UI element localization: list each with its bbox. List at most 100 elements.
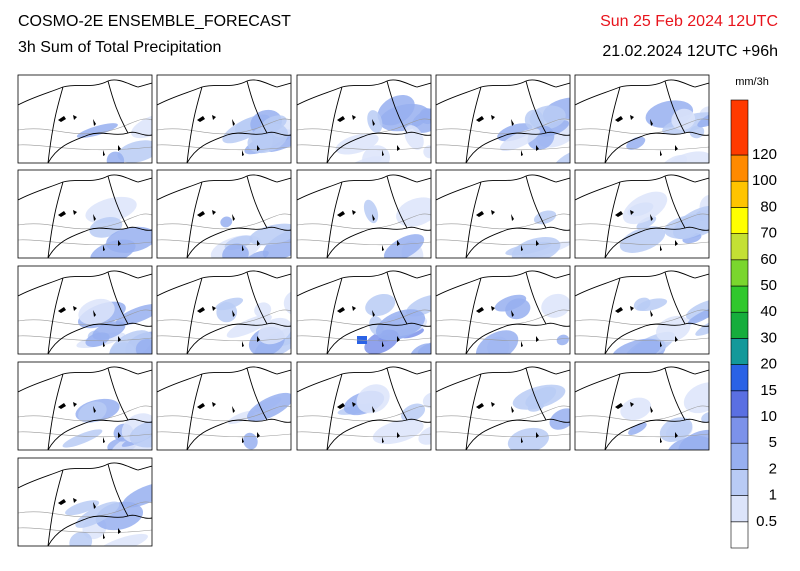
precip-area [247,123,288,154]
border [157,174,291,258]
colorbar-segment [730,521,749,549]
map-panel [296,361,432,451]
lakes [58,210,121,251]
colorbar-segment [730,99,749,156]
map-content [575,75,709,163]
map-content [297,266,431,354]
map-content [18,170,152,258]
precip-area [85,196,137,224]
valid-time: Sun 25 Feb 2024 12UTC [600,13,778,30]
colorbar-segment [730,154,749,182]
colorbar-segment [730,495,749,523]
precip-area [494,294,527,312]
lakes [337,115,400,156]
lakes [476,306,539,347]
map-frame [296,361,432,451]
precip-area [423,145,431,159]
map-frame [156,74,292,164]
precip-area [115,303,152,326]
colorbar-label: 1 [769,487,777,504]
lakes [197,306,260,347]
border [157,366,291,450]
lakes [476,402,539,443]
precip-area [401,403,426,422]
precip-area [497,123,533,142]
precip-area [418,425,431,445]
precip-area [69,531,93,546]
precip-area [262,228,291,258]
lakes [337,402,400,443]
precip-area [367,110,383,133]
colorbar-segment [730,285,749,313]
precip-area [62,429,103,448]
lakes [337,210,400,251]
colorbar-segment [730,338,749,365]
precip-area [551,148,570,163]
colorbar-label: 80 [760,198,777,215]
precip-area [89,217,123,238]
map-panel [574,74,710,164]
colorbar-segment [730,442,749,470]
map-frame [17,457,153,547]
precip-area [409,343,431,354]
run-info: 21.02.2024 12UTC +96h [602,43,778,60]
precip-area [633,297,651,311]
colorbar-segment [730,259,749,287]
colorbar-label: 10 [760,408,777,425]
border [18,270,152,354]
precip-area [683,382,709,414]
map-grid [17,74,710,547]
lakes [58,306,121,347]
precip-area [620,397,652,421]
precip-area [98,533,148,546]
map-panel [17,74,153,164]
lakes [615,306,678,347]
map-frame [574,74,710,164]
map-panel [17,169,153,259]
map-frame [296,74,432,164]
map-content [157,75,291,163]
colorbar-segment [730,180,749,208]
precip-area [701,412,709,423]
precip-area [216,302,238,323]
map-content [436,266,570,354]
map-frame [574,265,710,355]
colorbar-label: 2 [769,460,777,477]
colorbar-segment [730,390,749,418]
map-content [575,170,709,258]
map-content [157,170,291,258]
map-frame [435,265,571,355]
border [297,174,431,258]
map-panel [156,169,292,259]
colorbar-unit: mm/3h [735,76,769,88]
precip-area [619,226,666,253]
map-frame [435,74,571,164]
colorbar-segment [730,233,749,261]
map-frame [17,169,153,259]
border [575,79,709,163]
border [157,270,291,354]
precip-area [673,205,709,240]
border [436,270,570,354]
map-frame [574,361,710,451]
precip-area [135,338,152,354]
colorbar-segment [730,416,749,444]
border [18,79,152,163]
map-frame [296,169,432,259]
map-panel [435,74,571,164]
border [297,270,431,354]
precip-area [549,408,570,430]
precip-area [372,419,424,445]
precip-area [527,402,544,412]
map-frame [156,361,292,451]
colorbar-label: 5 [769,434,777,451]
precip-area [404,125,424,150]
border [18,366,152,450]
precip-area [356,384,390,414]
precip-area [525,386,557,408]
precip-area [283,290,291,316]
subtitle: 3h Sum of Total Precipitation [18,39,221,56]
colorbar-segment [730,469,749,496]
precip-area [106,151,125,163]
colorbar-label: 15 [760,382,777,399]
